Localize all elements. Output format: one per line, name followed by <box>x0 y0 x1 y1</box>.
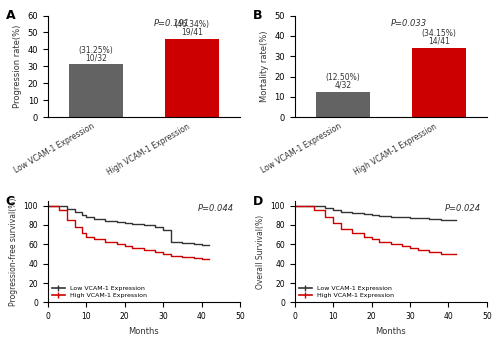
Text: 14/41: 14/41 <box>428 37 450 46</box>
Text: 10/32: 10/32 <box>85 53 107 62</box>
Text: 4/32: 4/32 <box>334 81 351 90</box>
Text: C: C <box>6 195 15 208</box>
Bar <box>316 92 370 117</box>
Bar <box>69 64 122 117</box>
X-axis label: Months: Months <box>376 327 406 336</box>
Text: (46.34%): (46.34%) <box>174 20 210 29</box>
Bar <box>165 39 219 117</box>
Text: P=0.024: P=0.024 <box>445 204 481 213</box>
Y-axis label: Progression rate(%): Progression rate(%) <box>13 25 22 108</box>
Legend: Low VCAM-1 Expression, High VCAM-1 Expression: Low VCAM-1 Expression, High VCAM-1 Expre… <box>51 284 148 299</box>
Text: P=0.191: P=0.191 <box>154 19 190 28</box>
X-axis label: Months: Months <box>128 327 159 336</box>
Text: B: B <box>252 9 262 22</box>
Legend: Low VCAM-1 Expression, High VCAM-1 Expression: Low VCAM-1 Expression, High VCAM-1 Expre… <box>298 284 395 299</box>
Text: P=0.033: P=0.033 <box>390 19 427 28</box>
Bar <box>412 48 466 117</box>
Text: (12.50%): (12.50%) <box>326 73 360 82</box>
Text: A: A <box>6 9 15 22</box>
Text: (34.15%): (34.15%) <box>422 29 456 37</box>
Text: P=0.044: P=0.044 <box>198 204 234 213</box>
Y-axis label: Mortality rate(%): Mortality rate(%) <box>260 31 269 102</box>
Y-axis label: Progression-free survival(%): Progression-free survival(%) <box>9 197 18 306</box>
Text: D: D <box>252 195 262 208</box>
Y-axis label: Overall Survival(%): Overall Survival(%) <box>256 215 265 289</box>
Text: (31.25%): (31.25%) <box>78 46 113 55</box>
Text: 19/41: 19/41 <box>181 28 203 37</box>
